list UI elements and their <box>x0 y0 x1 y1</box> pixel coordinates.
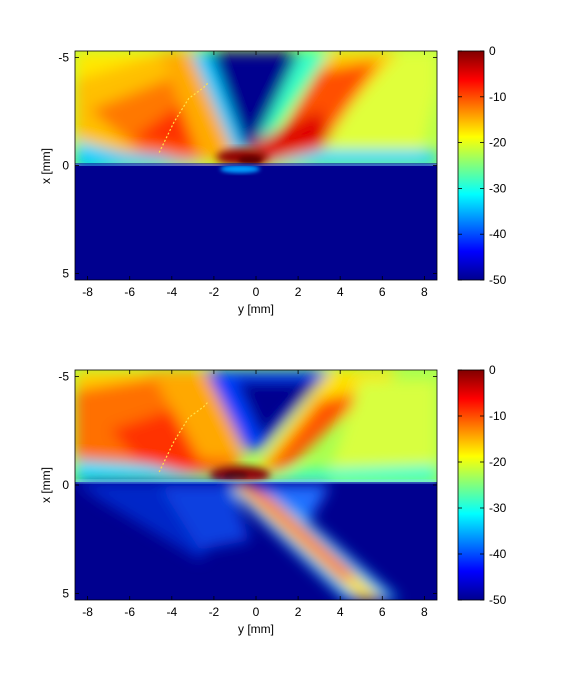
bottom-x-tick-label: 0 <box>253 605 260 619</box>
bottom-colorbar-tick-label: -20 <box>489 455 507 469</box>
bottom-x-tick-label: 6 <box>379 605 386 619</box>
top-trace <box>158 82 209 153</box>
top-x-tick-label: 2 <box>295 285 302 299</box>
top-y-tick-label: 0 <box>62 159 69 173</box>
top-y-ticks: -5 0 5 <box>58 50 437 281</box>
top-colorbar-tick-label: -20 <box>489 136 507 150</box>
top-x-tick-label: -4 <box>166 285 177 299</box>
bottom-y-tick-label: -5 <box>58 370 69 384</box>
bottom-x-tick-label: -8 <box>82 605 93 619</box>
bottom-panel: -8 -6 -4 -2 0 2 4 6 8 -505 y [mm] x [mm] 0-10-20… <box>39 363 507 636</box>
top-y-axis-label: x [mm] <box>39 148 53 184</box>
bottom-x-tick-label: -6 <box>124 605 135 619</box>
bottom-x-tick-label: 4 <box>337 605 344 619</box>
bottom-colorbar-tick-label: 0 <box>489 363 496 377</box>
top-colorbar-tick-label: -50 <box>489 273 507 287</box>
bottom-x-tick-label: 8 <box>421 605 428 619</box>
bottom-x-tick-label: 2 <box>295 605 302 619</box>
bottom-x-tick-label: -2 <box>209 605 220 619</box>
top-colorbar-tick-label: -10 <box>489 90 507 104</box>
bottom-y-ticks: -5 0 5 <box>58 370 437 600</box>
top-colorbar <box>457 50 485 281</box>
top-x-tick-label: 0 <box>253 285 260 299</box>
top-panel: -8 -6 -4 -2 0 2 4 6 8 -505 y [mm] x [mm] 0-10-20… <box>39 44 507 316</box>
bottom-y-tick-label: 0 <box>62 478 69 492</box>
top-y-tick-label: -5 <box>58 50 69 64</box>
bottom-colorbar-tick-label: -10 <box>489 409 507 423</box>
bottom-y-axis-label: x [mm] <box>39 467 53 503</box>
bottom-y-tick-label: 5 <box>62 586 69 600</box>
bottom-colorbar-tick-label: -40 <box>489 547 507 561</box>
top-x-tick-label: -8 <box>82 285 93 299</box>
bottom-colorbar-ticks: 0 -10 -20 -30 -40 -50 <box>458 363 507 607</box>
top-x-ticks: -8 -6 -4 -2 0 2 4 6 8 <box>82 51 428 299</box>
top-x-tick-label: 6 <box>379 285 386 299</box>
bottom-trace <box>158 402 209 473</box>
top-x-tick-label: -2 <box>209 285 220 299</box>
bottom-x-axis-label: y [mm] <box>238 622 274 636</box>
top-x-tick-label: 8 <box>421 285 428 299</box>
bottom-colorbar-tick-label: -30 <box>489 501 507 515</box>
top-x-axis-label: y [mm] <box>238 302 274 316</box>
bottom-x-ticks: -8 -6 -4 -2 0 2 4 6 8 <box>82 370 428 619</box>
bottom-heatmap <box>75 370 437 600</box>
bottom-colorbar-tick-label: -50 <box>489 593 507 607</box>
top-colorbar-tick-label: 0 <box>489 44 496 58</box>
top-colorbar-tick-label: -40 <box>489 227 507 241</box>
top-heatmap <box>75 51 437 280</box>
bottom-colorbar <box>457 369 485 601</box>
top-y-tick-label: 5 <box>62 267 69 281</box>
top-colorbar-ticks: 0 -10 -20 -30 -40 -50 <box>458 44 507 287</box>
bottom-x-tick-label: -4 <box>166 605 177 619</box>
top-x-tick-label: -6 <box>124 285 135 299</box>
top-colorbar-tick-label: -30 <box>489 181 507 195</box>
top-x-tick-label: 4 <box>337 285 344 299</box>
